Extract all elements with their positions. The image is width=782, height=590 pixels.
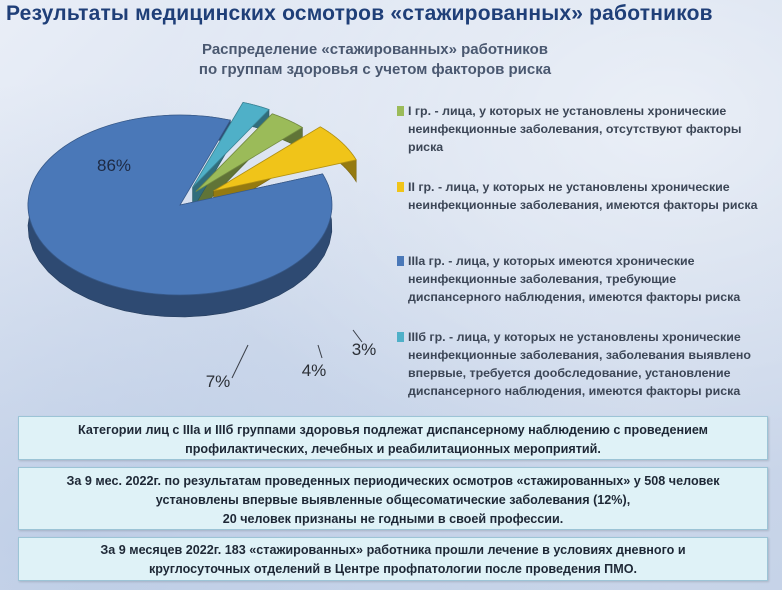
note-line: 20 человек признаны не годными в своей п… (222, 512, 564, 526)
legend-line: риска (408, 140, 444, 154)
legend-swatch-group-1 (397, 106, 404, 116)
leader-line-3 (352, 329, 363, 343)
note-line: круглосуточных отделений в Центре профпа… (148, 562, 638, 576)
legend-swatch-group-3a (397, 256, 404, 266)
page-title: Результаты медицинских осмотров «стажиро… (6, 2, 713, 25)
legend-item-group-3b: IIIб гр. - лица, у которых не установлен… (394, 328, 764, 400)
legend-line: диспансерного наблюдения, имеются фактор… (408, 384, 741, 398)
pie-top-layer (27, 101, 357, 296)
note-box-treatment: За 9 месяцев 2022г. 183 «стажированных» … (18, 537, 768, 581)
legend-swatch-group-2 (397, 182, 404, 192)
legend-line: неинфекционные заболевания, заболевания … (408, 348, 751, 362)
legend-line: I гр. - лица, у которых не установлены х… (408, 104, 727, 118)
legend-line: IIIб гр. - лица, у которых не установлен… (408, 330, 741, 344)
pie-slice-I гр. (195, 113, 304, 192)
pie-slice-II гр. (213, 126, 357, 192)
chart-title: Распределение «стажированных» работников… (160, 40, 590, 80)
legend-line: неинфекционные заболевания, имеются факт… (408, 198, 758, 212)
value-label-3: 3% (352, 340, 377, 359)
note-line: Категории лиц с IIIa и IIIб группами здо… (77, 423, 709, 437)
note-box-results: За 9 мес. 2022г. по результатам проведен… (18, 467, 768, 530)
legend-item-group-2: II гр. - лица, у которых не установлены … (394, 178, 764, 214)
leader-lines (231, 329, 363, 379)
leader-line-2 (231, 344, 249, 379)
legend-swatch-group-3b (397, 332, 404, 342)
chart-title-line-2: по группам здоровья с учетом факторов ри… (198, 61, 552, 78)
value-labels: 86% 4% 7% 3% (97, 156, 376, 391)
chart-title-line-1: Распределение «стажированных» работников (202, 41, 548, 58)
leader-line-1 (317, 344, 323, 359)
legend-line: неинфекционные заболевания, требующие (408, 272, 677, 286)
legend-line: диспансерного наблюдения, имеются фактор… (408, 290, 741, 304)
legend-line: IIIa гр. - лица, у которых имеются хрони… (408, 254, 695, 268)
legend-item-group-1: I гр. - лица, у которых не установлены х… (394, 102, 764, 156)
pie-slice-IIIб гр. (192, 101, 270, 188)
note-line: За 9 мес. 2022г. по результатам проведен… (66, 474, 720, 488)
legend-line: впервые, требуется дообследование, устан… (408, 366, 731, 380)
legend-item-group-3a: IIIa гр. - лица, у которых имеются хрони… (394, 252, 764, 306)
legend-line: II гр. - лица, у которых не установлены … (408, 180, 730, 194)
pie-slice-IIIa гр. (27, 114, 333, 296)
value-label-0: 86% (97, 156, 131, 175)
note-line: установлены впервые выявленные общесомат… (155, 493, 631, 507)
value-label-2: 7% (206, 372, 231, 391)
note-line: профилактических, лечебных и реабилитаци… (185, 442, 601, 456)
value-label-1: 4% (302, 361, 327, 380)
legend-line: неинфекционные заболевания, отсутствуют … (408, 122, 742, 136)
note-line: За 9 месяцев 2022г. 183 «стажированных» … (100, 543, 686, 557)
note-box-dispensary: Категории лиц с IIIa и IIIб группами здо… (18, 416, 768, 460)
